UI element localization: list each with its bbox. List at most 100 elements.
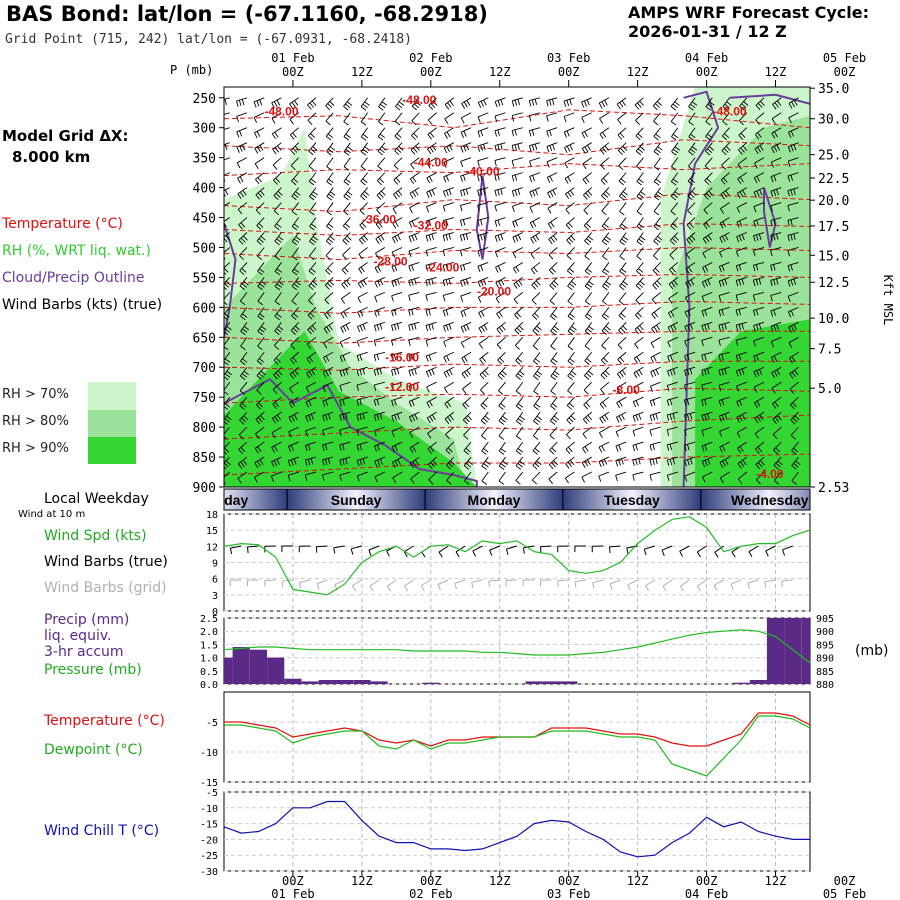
wind-barb-flag — [569, 373, 575, 378]
wind-barb-flag — [568, 222, 573, 228]
wind-barb-flag — [329, 280, 335, 286]
wind-barb-staff — [290, 322, 300, 331]
wind-barb-flag — [736, 236, 740, 243]
wind-barb-flag — [670, 106, 676, 111]
grid-wind-barb — [645, 585, 650, 592]
wind-barb-flag — [533, 405, 539, 410]
wind-barb-flag — [237, 478, 242, 484]
wind-barb-flag — [414, 234, 418, 241]
surface-wind-barb — [505, 548, 509, 555]
wind-barb-flag — [480, 234, 483, 241]
wind-barb-staff — [688, 127, 696, 137]
wind-barb-staff — [411, 97, 420, 107]
precip-bar — [336, 680, 354, 684]
wind-barb-flag — [652, 284, 658, 290]
wind-barb-flag — [327, 267, 333, 273]
wind-barb-flag — [376, 209, 381, 215]
wind-barb-flag — [787, 161, 791, 168]
pressure-ytick-label: 885 — [816, 667, 834, 678]
wind-barb-flag — [378, 222, 383, 228]
wind-barb-flag — [394, 265, 398, 272]
wind-barb-staff — [289, 366, 299, 375]
wind-barb-flag — [738, 279, 742, 286]
wind-barb-flag — [739, 446, 744, 452]
wind-barb-flag — [755, 264, 759, 271]
wind-barb-flag — [516, 327, 522, 333]
wind-barb-staff — [255, 202, 265, 211]
wind-barb-flag — [309, 255, 315, 261]
wind-barb-flag — [496, 313, 501, 319]
wind-barb-flag — [602, 132, 607, 138]
wind-barb-flag — [567, 390, 573, 395]
wind-barb-staff — [702, 262, 713, 268]
wind-barb-flag — [736, 385, 740, 392]
wind-barb-flag — [309, 312, 315, 318]
wind-barb-flag — [411, 120, 417, 126]
wind-barb-flag — [568, 417, 574, 423]
wind-barb-flag — [239, 145, 243, 152]
wind-barb-flag — [479, 358, 484, 365]
precip-bar — [749, 680, 767, 684]
wind-barb-staff — [274, 322, 282, 332]
wind-barb-flag — [374, 461, 378, 467]
wind-barb-flag — [617, 150, 623, 156]
wind-barb-staff — [305, 456, 317, 461]
wind-barb-flag — [548, 478, 554, 484]
wind-barb-staff — [391, 306, 403, 311]
wind-barb-staff — [374, 396, 385, 401]
wind-barb-flag — [684, 429, 687, 436]
wind-barb-flag — [568, 402, 574, 408]
wind-barb-flag — [602, 372, 608, 378]
wind-barb-flag — [241, 268, 247, 273]
wind-barb-flag — [533, 267, 538, 273]
wind-barb-staff — [601, 217, 610, 227]
wind-barb-flag — [260, 415, 265, 421]
surface-wind-barb — [403, 545, 414, 553]
wind-barb-staff — [582, 172, 592, 180]
wind-barb-flag — [256, 375, 262, 380]
wind-barb-flag — [310, 413, 314, 420]
wind-barb-flag — [411, 135, 416, 141]
precip-panel-ytick-label: 0.5 — [200, 667, 218, 678]
wind-barb-staff — [290, 157, 300, 166]
wind-barb-staff — [688, 97, 696, 107]
wind-barb-flag — [655, 369, 659, 375]
wind-barb-flag — [443, 356, 447, 363]
grid-wind-barb — [387, 579, 397, 587]
wind-barb-staff — [343, 157, 351, 167]
wind-barb-flag — [500, 234, 504, 240]
pressure-axis-label: P (mb) — [170, 63, 213, 77]
wind-barb-flag — [238, 224, 243, 230]
wind-barb-flag — [462, 404, 468, 410]
wind-barb-staff — [340, 321, 351, 328]
wind-barb-flag — [426, 386, 430, 393]
wind-barb-flag — [460, 117, 465, 124]
wind-barb-staff — [460, 247, 472, 251]
wind-barb-staff — [511, 127, 523, 131]
wind-barb-staff — [686, 217, 696, 226]
wind-barb-flag — [376, 354, 380, 361]
wind-barb-flag — [274, 240, 280, 246]
wind-barb-flag — [657, 236, 663, 241]
bottom-hour-label: 12Z — [489, 874, 511, 888]
wind-barb-flag — [498, 420, 504, 425]
wind-barb-flag — [343, 121, 349, 126]
wind-barb-flag — [586, 328, 593, 333]
wind-barb-staff — [392, 471, 403, 479]
wind-barb-staff — [563, 112, 575, 117]
pressure-ytick-label: 900 — [816, 627, 834, 638]
wind-barb-flag — [516, 312, 522, 318]
wind-barb-flag — [517, 373, 523, 378]
wind-barb-staff — [653, 172, 661, 182]
wind-barb-flag — [738, 309, 741, 316]
wind-barb-staff — [669, 262, 679, 270]
wind-barb-staff — [358, 262, 368, 270]
wind-barb-flag — [652, 443, 655, 451]
wind-barb-flag — [584, 255, 590, 261]
wind-barb-flag — [571, 370, 577, 376]
wind-barb-flag — [603, 223, 609, 228]
wind-barb-flag — [635, 459, 638, 466]
wind-barb-flag — [689, 413, 693, 420]
wind-barb-flag — [668, 312, 672, 319]
wind-barb-flag — [236, 162, 241, 169]
